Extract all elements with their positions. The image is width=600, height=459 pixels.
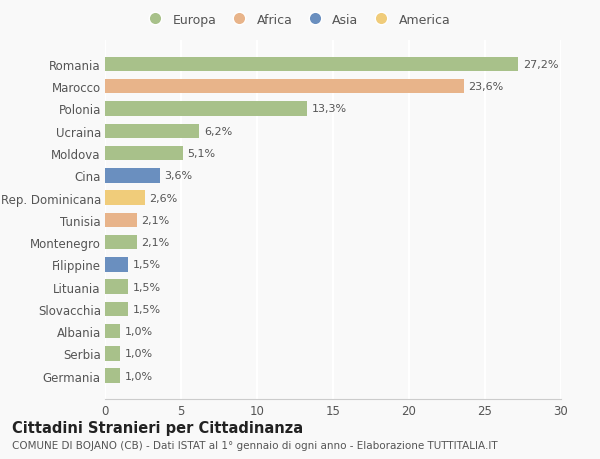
Bar (105, 369, 120, 383)
Bar (105, 347, 120, 361)
Text: 2,1%: 2,1% (142, 215, 170, 225)
Text: 23,6%: 23,6% (468, 82, 503, 92)
Text: COMUNE DI BOJANO (CB) - Dati ISTAT al 1° gennaio di ogni anno - Elaborazione TUT: COMUNE DI BOJANO (CB) - Dati ISTAT al 1°… (12, 440, 497, 450)
Bar (105, 213, 137, 228)
Text: 1,0%: 1,0% (125, 371, 153, 381)
Text: 27,2%: 27,2% (523, 60, 559, 70)
Bar (105, 257, 128, 272)
Text: 2,1%: 2,1% (142, 238, 170, 247)
Text: 1,0%: 1,0% (125, 326, 153, 336)
Bar (105, 168, 160, 183)
Bar (105, 302, 128, 316)
Text: 6,2%: 6,2% (204, 127, 232, 136)
Legend: Europa, Africa, Asia, America: Europa, Africa, Asia, America (143, 13, 451, 27)
Bar (105, 146, 182, 161)
Bar (105, 102, 307, 117)
Bar (105, 280, 128, 294)
Bar (105, 80, 464, 94)
Text: 3,6%: 3,6% (164, 171, 193, 181)
Bar (105, 324, 120, 339)
Bar (105, 57, 518, 72)
Text: 5,1%: 5,1% (187, 149, 215, 159)
Text: Cittadini Stranieri per Cittadinanza: Cittadini Stranieri per Cittadinanza (12, 420, 303, 435)
Bar (105, 124, 199, 139)
Text: 1,5%: 1,5% (133, 304, 160, 314)
Bar (105, 191, 145, 205)
Text: 1,5%: 1,5% (133, 260, 160, 270)
Bar (105, 235, 137, 250)
Text: 1,0%: 1,0% (125, 349, 153, 358)
Text: 1,5%: 1,5% (133, 282, 160, 292)
Text: 13,3%: 13,3% (312, 104, 347, 114)
Text: 2,6%: 2,6% (149, 193, 178, 203)
